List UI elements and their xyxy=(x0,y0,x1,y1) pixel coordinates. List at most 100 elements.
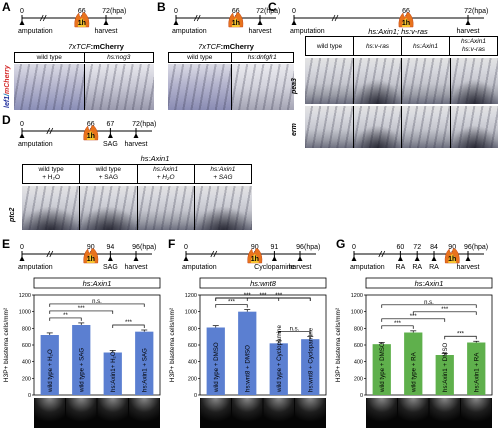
panel-a-side-label: lef1/mCherry xyxy=(4,65,11,108)
timeline-label-mid: 94 xyxy=(107,244,115,251)
significance-bracket xyxy=(49,310,114,314)
micrograph-image xyxy=(461,398,492,428)
timeline-arrow-icon xyxy=(133,256,139,261)
panel-b-title: 7xTCF:mCherry xyxy=(198,42,254,51)
significance-label: *** xyxy=(228,300,236,306)
panel-c-header: wild type hs:v-ras hs:Axin1 hs:Axin1 hs:… xyxy=(305,36,498,56)
panel-b-header: wild type hs:dnfgfr1 xyxy=(168,52,294,63)
micrograph-image xyxy=(129,398,160,428)
timeline-label-end: 72 xyxy=(256,8,264,15)
panel-c-col-4: hs:Axin1 hs:v-ras xyxy=(461,38,486,53)
y-tick-label: 200 xyxy=(22,376,31,382)
y-tick-label: 400 xyxy=(354,360,363,366)
fin-image xyxy=(353,106,401,148)
fin-image xyxy=(195,186,252,230)
significance-label: n.s. xyxy=(424,300,434,306)
bar xyxy=(404,332,423,395)
y-tick-label: 1000 xyxy=(185,310,197,316)
panel-letter-c: C xyxy=(268,0,277,14)
timeline-c: 0 amputation 66 1h 72 (hpa) harvest xyxy=(290,4,490,45)
timeline-label-mid: 67 xyxy=(107,121,115,128)
timeline-harvest-label: harvest xyxy=(457,28,480,35)
fin-image xyxy=(231,64,294,110)
significance-bracket xyxy=(215,297,311,301)
y-tick-label: 200 xyxy=(354,376,363,382)
micrograph-image xyxy=(66,398,97,428)
y-tick-label: 0 xyxy=(360,393,363,399)
timeline-arrow-icon xyxy=(431,256,437,261)
y-tick-label: 1000 xyxy=(19,310,31,316)
y-tick-label: 400 xyxy=(22,360,31,366)
y-tick-label: 600 xyxy=(354,343,363,349)
panel-c-col-1: wild type xyxy=(306,37,354,55)
significance-bracket xyxy=(112,324,145,328)
timeline-arrow-icon xyxy=(414,256,420,261)
timeline-label-heat: 66 xyxy=(87,121,95,128)
timeline-label-end: 72 xyxy=(464,8,472,15)
panel-d-images xyxy=(22,186,252,230)
timeline-ra-label: RA xyxy=(396,264,406,271)
category-label: hs:Axin1 + RA xyxy=(473,352,480,392)
micrograph-image xyxy=(34,398,65,428)
timeline-label-heat: 90 xyxy=(251,244,259,251)
timeline-arrow-icon xyxy=(465,256,471,261)
timeline-break xyxy=(334,14,339,22)
fin-image xyxy=(450,58,498,104)
timeline-d: 0 amputation 66 1h 67 SAG 72 (hpa) harvest xyxy=(18,117,158,158)
category-label: wild type + SAG xyxy=(78,348,85,393)
timeline-unit: (hpa) xyxy=(140,121,156,128)
heat-shock-flame-icon xyxy=(228,12,244,28)
significance-label: *** xyxy=(410,314,418,320)
micrograph-image xyxy=(232,398,263,428)
panel-d-col-3: hs:Axin1 + H₂O xyxy=(138,165,195,183)
timeline-ra-label: RA xyxy=(412,264,422,271)
timeline-unit: (hpa) xyxy=(110,8,126,15)
fin-image xyxy=(79,186,137,230)
micrograph-image xyxy=(429,398,460,428)
timeline-arrow-icon xyxy=(297,256,303,261)
panel-d-title: hs:Axin1 xyxy=(140,154,170,163)
timeline-arrow-icon xyxy=(19,256,25,261)
timeline-amputation-label: amputation xyxy=(18,141,53,148)
fin-image xyxy=(305,58,353,104)
panel-a-col-1: wild type xyxy=(15,53,85,62)
timeline-arrow-icon xyxy=(173,20,179,25)
timeline-arrow-icon xyxy=(183,256,189,261)
timeline-harvest-label: harvest xyxy=(125,141,148,148)
timeline-svg: 0 amputation 66 1h 67 SAG 72 (hpa) harvest xyxy=(18,121,156,148)
timeline-arrow-icon xyxy=(107,133,113,138)
panel-c-row-label-pea3: pea3 xyxy=(291,78,298,94)
chart-title-box xyxy=(33,277,161,289)
y-tick-label: 0 xyxy=(28,393,31,399)
significance-label: *** xyxy=(441,307,449,313)
panel-a-images xyxy=(14,64,154,110)
timeline-break xyxy=(46,127,51,135)
significance-label: n.s. xyxy=(290,327,300,333)
heat-shock-flame-icon xyxy=(444,248,460,264)
y-tick-label: 400 xyxy=(188,360,197,366)
micrograph-image xyxy=(295,398,326,428)
bar xyxy=(301,339,320,395)
significance-label: *** xyxy=(275,293,283,299)
timeline-treatment-label: SAG xyxy=(103,264,118,271)
panel-c-col-3: hs:Axin1 xyxy=(402,37,450,55)
y-tick-label: 600 xyxy=(22,343,31,349)
timeline-label-start: 0 xyxy=(20,121,24,128)
heat-shock-flame-icon xyxy=(83,248,99,264)
chart-title: hs:Axin1 xyxy=(83,279,112,288)
timeline-label-heat: 90 xyxy=(448,244,456,251)
timeline-label: 72 xyxy=(413,244,421,251)
y-tick-label: 1000 xyxy=(351,310,363,316)
panel-c-row-pea3 xyxy=(305,58,498,104)
timeline-label: 60 xyxy=(397,244,405,251)
micrograph-image xyxy=(366,398,397,428)
timeline-e: 0 amputation 90 1h 94 SAG 96 (hpa) harvest xyxy=(18,240,158,281)
timeline-label-end: 96 xyxy=(132,244,140,251)
timeline-arrow-icon xyxy=(133,133,139,138)
heat-shock-flame-icon xyxy=(398,12,414,28)
significance-label: *** xyxy=(125,320,133,326)
y-tick-label: 1200 xyxy=(185,293,197,299)
bar xyxy=(103,352,122,395)
bar xyxy=(72,325,91,395)
timeline-heat-label: 1h xyxy=(448,256,456,263)
